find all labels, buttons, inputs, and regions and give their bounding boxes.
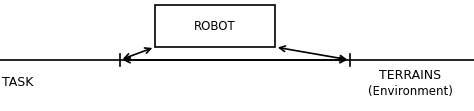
- Text: TERRAINS: TERRAINS: [379, 68, 441, 81]
- Text: (Environment): (Environment): [367, 84, 453, 97]
- Text: TASK: TASK: [2, 75, 34, 88]
- Bar: [155, 5, 275, 47]
- Text: ROBOT: ROBOT: [194, 20, 236, 33]
